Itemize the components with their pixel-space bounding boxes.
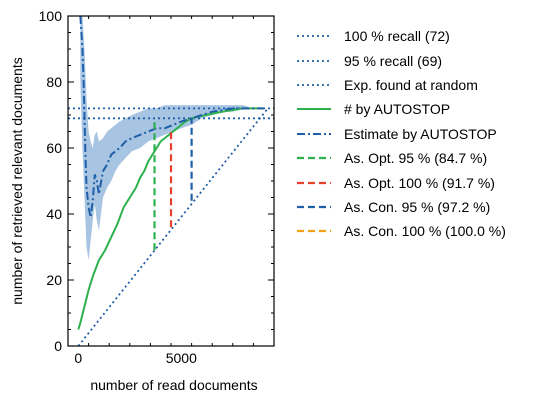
legend-label: Estimate by AUTOSTOP: [344, 125, 497, 142]
legend-swatch: [297, 230, 331, 233]
legend-swatch: [297, 157, 331, 160]
legend-swatch: [297, 132, 331, 135]
legend-swatch: [297, 181, 331, 184]
y-tick-label: 80: [46, 74, 62, 90]
y-tick-label: 40: [46, 206, 62, 222]
legend-swatch: [297, 59, 331, 62]
legend-label: As. Opt. 95 % (84.7 %): [344, 150, 488, 167]
y-tick-label: 0: [54, 338, 62, 354]
legend-swatch: [297, 84, 331, 86]
legend-item: Estimate by AUTOSTOP: [296, 122, 506, 146]
legend-swatch: [297, 35, 331, 38]
legend-label: 95 % recall (69): [344, 52, 443, 69]
plot-marks: [68, 16, 274, 346]
legend-item: Exp. found at random: [296, 73, 506, 97]
x-tick-label: 0: [74, 350, 82, 366]
legend-swatch: [297, 108, 331, 111]
legend-item: 95 % recall (69): [296, 48, 506, 72]
axis-ticks: [67, 15, 275, 347]
y-tick-label: 100: [39, 8, 63, 24]
legend-item: 100 % recall (72): [296, 24, 506, 48]
estimate-uncertainty-band: [80, 16, 264, 261]
x-tick-labels: 0 5000: [74, 350, 197, 366]
legend-label: As. Con. 100 % (100.0 %): [344, 223, 506, 240]
legend-label: As. Con. 95 % (97.2 %): [344, 198, 491, 215]
series-line-3: [77, 107, 264, 330]
y-axis-label: number of retrieved relevant documents: [9, 57, 25, 304]
legend-item: As. Con. 95 % (97.2 %): [296, 195, 506, 219]
legend-label: 100 % recall (72): [344, 28, 450, 45]
legend: 100 % recall (72) 95 % recall (69) Exp. fo…: [296, 24, 506, 244]
legend-label: # by AUTOSTOP: [344, 101, 451, 118]
legend-label: Exp. found at random: [344, 76, 478, 93]
y-tick-labels: 0 20 40 60 80 100: [39, 8, 63, 354]
legend-item: As. Con. 100 % (100.0 %): [296, 219, 506, 243]
x-tick-label: 5000: [166, 350, 197, 366]
series-line-2: [77, 107, 269, 346]
x-axis-label: number of read documents: [90, 377, 257, 393]
y-tick-label: 60: [46, 140, 62, 156]
legend-item: As. Opt. 95 % (84.7 %): [296, 146, 506, 170]
series-line-4: [79, 16, 264, 218]
legend-label: As. Opt. 100 % (91.7 %): [344, 174, 495, 191]
legend-swatch: [297, 205, 331, 209]
legend-item: # by AUTOSTOP: [296, 97, 506, 121]
y-tick-label: 20: [46, 272, 62, 288]
legend-item: As. Opt. 100 % (91.7 %): [296, 170, 506, 194]
plot-area: [67, 15, 275, 347]
